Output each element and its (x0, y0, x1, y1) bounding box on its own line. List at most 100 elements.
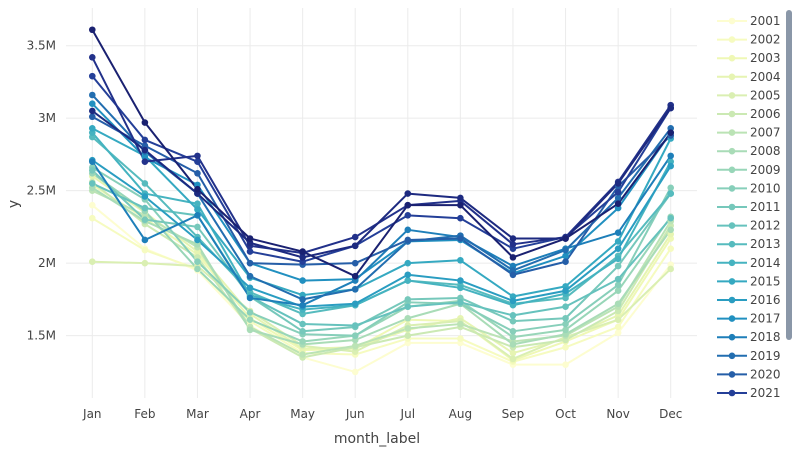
data-point (88, 125, 96, 132)
series-line (91, 169, 672, 333)
legend-swatch-marker[interactable] (728, 278, 736, 285)
data-point (509, 312, 517, 319)
data-point (562, 303, 569, 310)
legend-label[interactable]: 2009 (750, 163, 781, 177)
legend-swatch-marker[interactable] (728, 147, 736, 155)
series-line (91, 132, 672, 311)
legend-label[interactable]: 2001 (750, 14, 781, 28)
data-point (562, 252, 569, 260)
data-point (141, 180, 149, 187)
data-point (509, 333, 517, 341)
legend-swatch-marker[interactable] (728, 129, 736, 136)
legend-swatch-marker[interactable] (728, 73, 736, 81)
legend-swatch-marker[interactable] (728, 333, 736, 341)
legend-label[interactable]: 2008 (750, 144, 781, 158)
data-point (562, 361, 569, 368)
data-point (141, 236, 149, 244)
data-point (509, 355, 517, 363)
data-point (404, 236, 412, 244)
legend-label[interactable]: 2012 (750, 219, 781, 233)
data-point (614, 194, 622, 202)
data-point (562, 258, 569, 266)
data-point (141, 136, 149, 144)
series-line (91, 189, 672, 356)
data-point (351, 285, 359, 293)
legend-label[interactable]: 2020 (750, 367, 781, 381)
legend-label[interactable]: 2004 (750, 70, 781, 84)
legend-swatch-marker[interactable] (728, 185, 736, 192)
data-point (194, 200, 201, 208)
data-point (246, 326, 254, 334)
legend-swatch-marker[interactable] (728, 92, 736, 99)
legend-label[interactable]: 2017 (750, 312, 781, 326)
series-line (91, 182, 672, 327)
series-line (91, 56, 672, 255)
x-axis-title: month_label (334, 431, 420, 447)
data-point (667, 245, 675, 252)
legend-label[interactable]: 2002 (750, 33, 781, 47)
data-point (351, 259, 359, 267)
legend[interactable]: 2001 2002 2003 2004 2005 2006 2007 2008 2009 2010… (717, 14, 781, 400)
data-point (614, 329, 622, 337)
data-point (88, 180, 96, 187)
legend-label[interactable]: 2016 (750, 293, 781, 307)
legend-swatch-marker[interactable] (728, 315, 736, 322)
legend-label[interactable]: 2021 (750, 386, 781, 400)
data-point (509, 317, 517, 325)
legend-swatch-marker[interactable] (728, 36, 736, 43)
data-point (457, 320, 464, 328)
data-point (88, 26, 96, 34)
data-point (404, 201, 412, 209)
data-point (667, 152, 675, 160)
legend-label[interactable]: 2018 (750, 330, 781, 344)
y-tick-label: 3.5M (27, 39, 56, 53)
y-axis-ticks: 1.5M 2M 2.5M 3M 3.5M (27, 39, 56, 343)
legend-label[interactable]: 2007 (750, 126, 781, 140)
x-tick-label: Oct (555, 407, 576, 421)
legend-swatch-marker[interactable] (728, 296, 736, 304)
legend-swatch-marker[interactable] (728, 17, 736, 25)
data-point (562, 287, 569, 295)
legend-label[interactable]: 2006 (750, 107, 781, 121)
data-point (351, 233, 359, 241)
data-point (299, 277, 306, 284)
legend-swatch-marker[interactable] (728, 110, 736, 118)
legend-swatch-marker[interactable] (728, 371, 736, 378)
data-point (404, 271, 412, 279)
data-point (614, 287, 622, 295)
data-point (667, 162, 675, 170)
legend-label[interactable]: 2015 (750, 274, 781, 288)
legend-swatch-marker[interactable] (728, 259, 736, 267)
series-line (91, 186, 672, 346)
legend-swatch-marker[interactable] (728, 203, 736, 211)
series-line (91, 94, 672, 301)
data-point (457, 335, 464, 342)
legend-swatch-marker[interactable] (728, 240, 736, 248)
legend-swatch-marker[interactable] (728, 166, 736, 174)
legend-label[interactable]: 2014 (750, 256, 781, 270)
data-point (457, 299, 464, 306)
legend-label[interactable]: 2013 (750, 237, 781, 251)
legend-label[interactable]: 2011 (750, 200, 781, 214)
legend-label[interactable]: 2010 (750, 181, 781, 195)
legend-label[interactable]: 2003 (750, 51, 781, 65)
data-point (614, 300, 622, 308)
legend-scrollbar[interactable] (786, 10, 792, 340)
data-point (194, 236, 201, 244)
data-point (404, 190, 412, 197)
legend-label[interactable]: 2019 (750, 349, 781, 363)
data-point (194, 169, 201, 177)
x-tick-label: Jan (82, 407, 102, 421)
data-point (562, 246, 569, 254)
data-point (299, 254, 306, 261)
data-point (88, 53, 96, 61)
series-line (91, 115, 672, 276)
data-point (194, 185, 201, 193)
data-point (457, 194, 464, 202)
legend-swatch-marker[interactable] (728, 54, 736, 62)
legend-swatch-marker[interactable] (728, 222, 736, 229)
legend-swatch-marker[interactable] (728, 352, 736, 360)
legend-label[interactable]: 2005 (750, 88, 781, 102)
data-point (509, 271, 517, 279)
legend-swatch-marker[interactable] (728, 389, 736, 397)
